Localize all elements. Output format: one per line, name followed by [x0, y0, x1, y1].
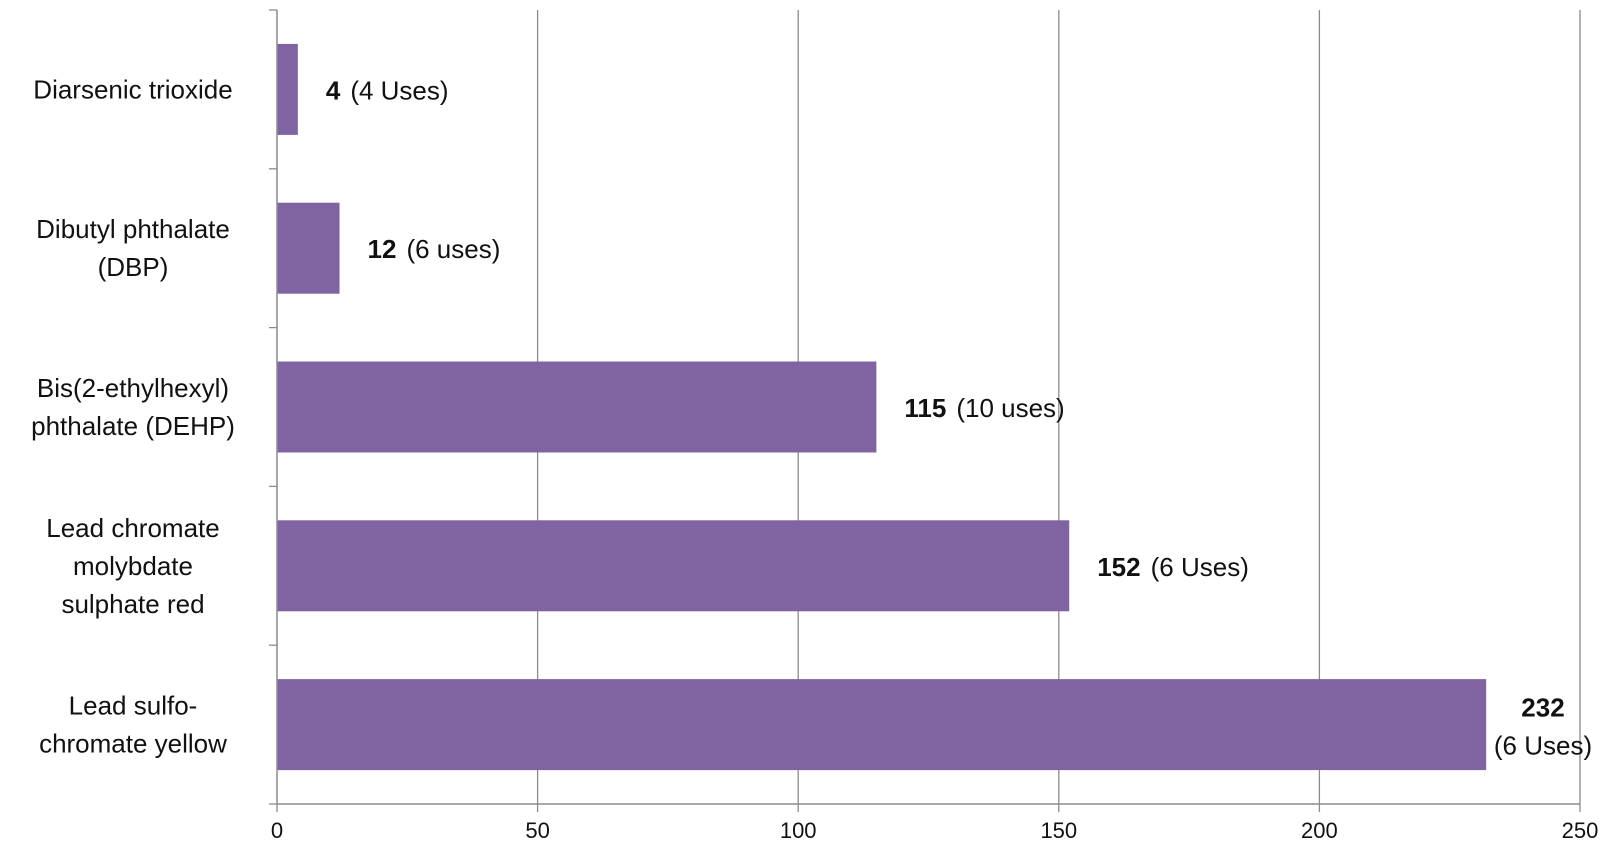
category-label: Lead chromate molybdate sulphate red — [46, 513, 219, 619]
bar-3 — [277, 520, 1070, 612]
bar-1 — [277, 202, 340, 294]
bar-0 — [277, 43, 298, 135]
axes — [269, 9, 1581, 812]
data-label-value: 12 — [368, 234, 397, 264]
data-label-note: (6 Uses) — [1494, 731, 1592, 761]
data-label-value: 152 — [1097, 552, 1140, 582]
category-label-line: chromate yellow — [39, 729, 227, 759]
category-label-line: Diarsenic trioxide — [33, 74, 232, 104]
data-label-note: (6 Uses) — [1151, 552, 1249, 582]
category-label: Dibutyl phthalate (DBP) — [36, 214, 230, 282]
category-label-line: phthalate (DEHP) — [31, 411, 235, 441]
data-label: 115 (10 uses) — [904, 393, 1064, 423]
data-label: 12 (6 uses) — [368, 234, 501, 264]
data-label-note: (6 uses) — [406, 234, 500, 264]
x-tick-label: 100 — [780, 818, 817, 843]
bars — [277, 43, 1487, 771]
category-label-line: Lead sulfo- — [69, 691, 198, 721]
category-label-line: Bis(2-ethylhexyl) — [37, 373, 229, 403]
x-tick-label: 250 — [1562, 818, 1599, 843]
x-tick-label: 150 — [1040, 818, 1077, 843]
category-label-line: Lead chromate — [46, 513, 219, 543]
x-tick-label: 200 — [1301, 818, 1338, 843]
data-label-value: 115 — [904, 393, 946, 423]
data-label: 152 (6 Uses) — [1097, 552, 1249, 582]
gridlines — [536, 10, 1581, 804]
category-label: Lead sulfo-chromate yellow — [39, 691, 227, 759]
data-label-value: 4 — [326, 75, 341, 105]
x-tick-label: 50 — [525, 818, 549, 843]
category-label-line: molybdate — [73, 551, 193, 581]
category-label-line: (DBP) — [98, 252, 169, 282]
data-label-note: (4 Uses) — [350, 75, 448, 105]
bar-2 — [277, 361, 877, 453]
category-label-line: sulphate red — [61, 589, 204, 619]
category-label: Bis(2-ethylhexyl) phthalate (DEHP) — [31, 373, 235, 441]
category-label: Diarsenic trioxide — [33, 74, 232, 104]
data-label-note: (10 uses) — [956, 393, 1064, 423]
category-label-line: Dibutyl phthalate — [36, 214, 230, 244]
x-tick-label: 0 — [271, 818, 283, 843]
data-label: 4 (4 Uses) — [326, 75, 449, 105]
bar-4 — [277, 679, 1487, 771]
data-label-value: 232 — [1521, 693, 1564, 723]
labels: 0 50 100 150 200 250 Diarsenic trioxide 4 (4 Use… — [31, 74, 1598, 843]
